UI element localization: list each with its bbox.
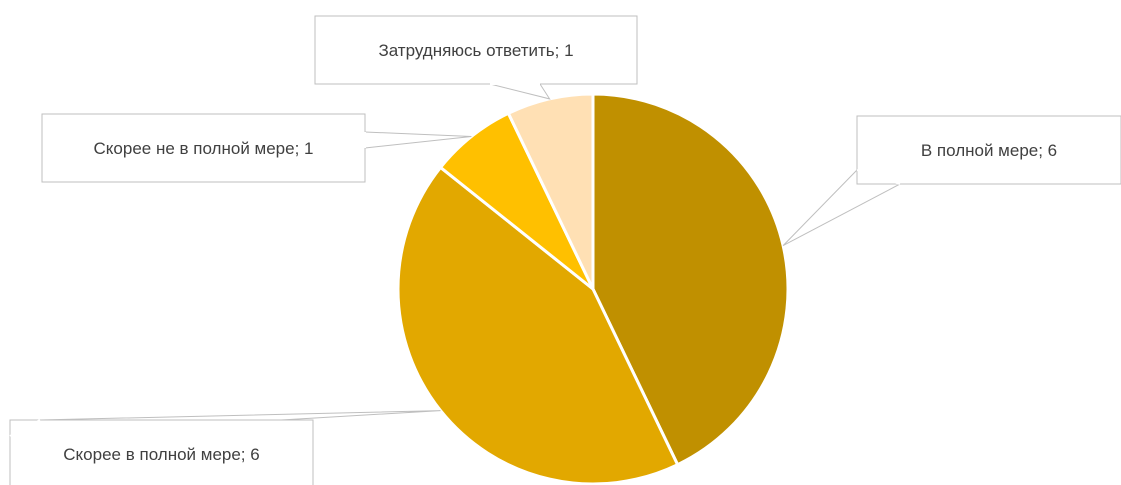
- data-label: Скорее не в полной мере; 1: [94, 139, 314, 158]
- pie-slice-2: [396, 165, 680, 485]
- data-label: В полной мере; 6: [921, 141, 1057, 160]
- data-label: Скорее в полной мере; 6: [63, 445, 259, 464]
- leader-line: [782, 169, 901, 247]
- data-label-callouts: В полной мере; 6 Скорее в полной мере; 6 С…: [9, 15, 1121, 485]
- data-label-callout: Затрудняюсь ответить; 1: [314, 15, 638, 85]
- data-label: Затрудняюсь ответить; 1: [378, 41, 573, 60]
- callout-box: [41, 113, 366, 183]
- callout-tail-join: [9, 419, 41, 437]
- callout-tail-join: [856, 169, 901, 185]
- callout-box: [856, 115, 1121, 185]
- data-label-callout: В полной мере; 6: [856, 115, 1121, 185]
- leader-line: [489, 83, 551, 100]
- callout-box: [314, 15, 638, 85]
- pie-slices: [396, 92, 790, 485]
- data-label-callout: Скорее в полной мере; 6: [9, 419, 314, 485]
- data-label-callout: Скорее не в полной мере; 1: [41, 113, 366, 183]
- leader-line: [364, 131, 472, 149]
- callout-box: [9, 419, 314, 485]
